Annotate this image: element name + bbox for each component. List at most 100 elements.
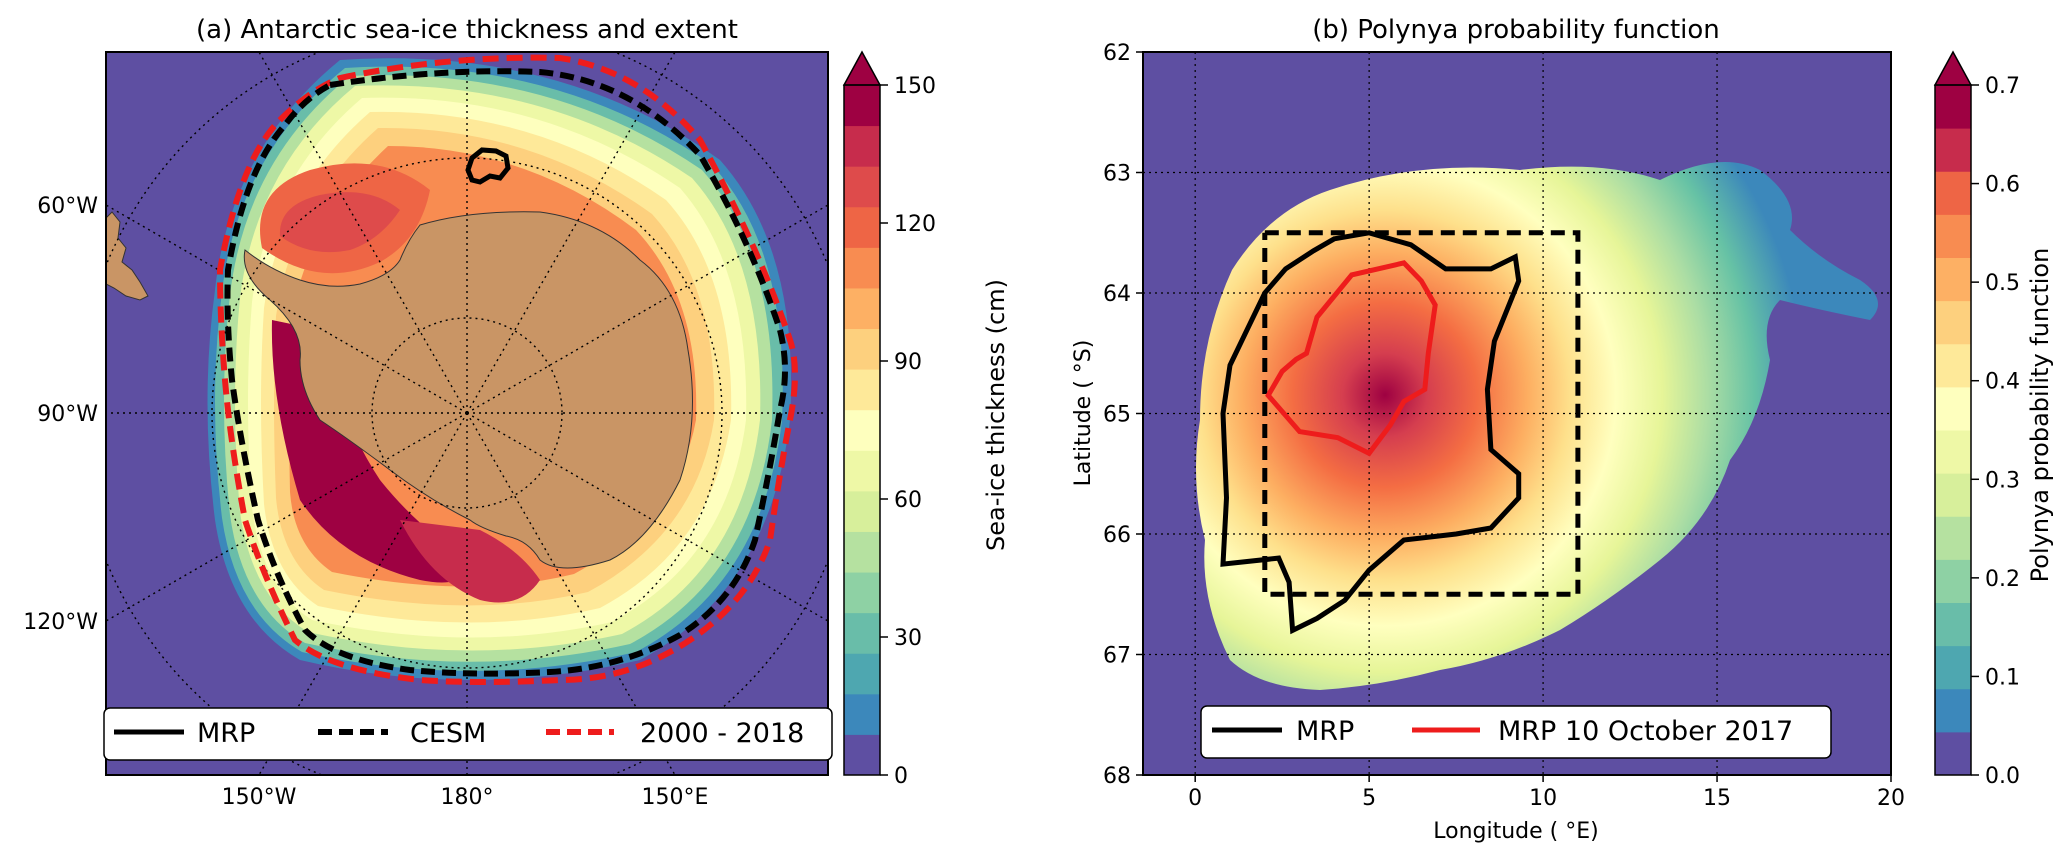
colorbar-b-bin — [1935, 473, 1971, 517]
south-america-land — [106, 211, 149, 301]
colorbar-a-bin — [844, 287, 880, 330]
colorbar-a-bin — [844, 247, 880, 289]
colorbar-a-bin — [844, 125, 880, 167]
lon-label-90w: 90°W — [37, 402, 98, 427]
colorbar-a-bin — [844, 409, 880, 451]
series-mrp-10-october-2017 — [1265, 260, 1438, 457]
x-tick-label: 20 — [1877, 786, 1905, 811]
colorbar-b-extend — [1933, 50, 1973, 86]
colorbar-b-bin — [1935, 128, 1971, 172]
colorbar-b-bin — [1935, 731, 1971, 776]
panel-b-title: (b) Polynya probability function — [1312, 15, 1720, 45]
colorbar-a-tick-label: 90 — [894, 350, 922, 375]
colorbar-a-bin — [844, 328, 880, 370]
colorbar-a-label: Sea-ice thickness (cm) — [982, 279, 1010, 551]
panel-a: (a) Antarctic sea-ice thickness and exte… — [23, 15, 1010, 810]
weddell-thickest-ice — [279, 192, 400, 253]
colorbar-a: 0 30 60 90 120 150 Sea-ice thickness (cm) — [842, 50, 1010, 789]
colorbar-b-tick-label: 0.2 — [1985, 567, 2020, 592]
antarctica-land — [243, 211, 693, 569]
lon-label-150e: 150°E — [642, 785, 709, 810]
y-tick-label: 62 — [1103, 41, 1131, 66]
colorbar-b-bin — [1935, 85, 1971, 129]
colorbar-b-bin — [1935, 300, 1971, 345]
extent-mrp-polynya — [465, 147, 511, 185]
colorbar-a-ticks: 0 30 60 90 120 150 — [880, 74, 936, 789]
y-tick-label: 67 — [1103, 644, 1131, 669]
colorbar-b-bin — [1935, 386, 1971, 431]
colorbar-a-bin — [844, 490, 880, 532]
legend-b-mrp-10-oct: MRP 10 October 2017 — [1498, 716, 1793, 747]
colorbar-b-ticks: 0.0 0.1 0.2 0.3 0.4 0.5 0.6 0.7 — [1971, 74, 2020, 789]
map-a — [106, 52, 828, 775]
colorbar-b-bin — [1935, 602, 1971, 647]
colorbar-a-bin — [844, 612, 880, 654]
colorbar-a-tick-label: 120 — [894, 212, 936, 237]
colorbar-a-tick-label: 150 — [894, 74, 936, 99]
extent-2000-2018 — [216, 54, 798, 685]
axis-ticks-b: 0 5 10 15 20 62 63 64 65 66 67 68 — [1103, 41, 1905, 811]
legend-a-cesm: CESM — [410, 718, 486, 749]
colorbar-a-bin — [844, 653, 880, 695]
series-mrp — [1220, 230, 1522, 635]
colorbar-b-tick-label: 0.3 — [1985, 468, 2020, 493]
y-tick-label: 66 — [1103, 523, 1131, 548]
probability-field — [1196, 162, 1878, 690]
lon-label-60w: 60°W — [37, 194, 98, 219]
colorbar-b-bin — [1935, 171, 1971, 215]
colorbar-a-tick-label: 60 — [894, 488, 922, 513]
colorbar-b-bin — [1935, 214, 1971, 258]
colorbar-b-bin — [1935, 343, 1971, 388]
x-axis-label-b: Longitude ( °E) — [1433, 819, 1598, 844]
x-tick-label: 0 — [1188, 786, 1202, 811]
colorbar-b-tick-label: 0.7 — [1985, 74, 2020, 99]
colorbar-b-bin — [1935, 559, 1971, 603]
colorbar-b-bin — [1935, 516, 1971, 560]
colorbar-a-bin — [844, 450, 880, 492]
panel-a-title: (a) Antarctic sea-ice thickness and exte… — [196, 15, 738, 45]
legend-b-mrp: MRP — [1296, 716, 1354, 747]
legend-a: MRP CESM 2000 - 2018 — [103, 707, 833, 761]
y-axis-label-b: Latitude ( °S) — [1071, 340, 1096, 487]
x-tick-label: 5 — [1362, 786, 1376, 811]
colorbar-b-bins — [1935, 85, 1971, 776]
y-tick-label: 63 — [1103, 162, 1131, 187]
colorbar-a-extend — [842, 50, 882, 86]
colorbar-b-tick-label: 0.5 — [1985, 271, 2020, 296]
plot-b — [1143, 52, 1891, 775]
colorbar-a-bin — [844, 531, 880, 573]
colorbar-b-tick-label: 0.0 — [1985, 764, 2020, 789]
colorbar-b-label: Polynya probability function — [2026, 248, 2054, 583]
colorbar-a-bin — [844, 166, 880, 208]
colorbar-a-bin — [844, 206, 880, 248]
legend-a-2000-2018: 2000 - 2018 — [640, 718, 804, 749]
lon-label-180: 180° — [441, 785, 494, 810]
x-tick-label: 15 — [1703, 786, 1731, 811]
colorbar-a-bins — [844, 85, 880, 776]
colorbar-a-tick-label: 0 — [894, 764, 908, 789]
y-tick-label: 65 — [1103, 403, 1131, 428]
y-tick-label: 64 — [1103, 282, 1131, 307]
legend-a-mrp: MRP — [197, 718, 255, 749]
colorbar-b-bin — [1935, 430, 1971, 474]
x-tick-label: 10 — [1529, 786, 1557, 811]
map-a-frame — [105, 51, 829, 776]
series-box — [1262, 230, 1581, 597]
panel-b: (b) Polynya probability function 0 5 10 15 2… — [1071, 15, 2054, 844]
extent-cesm — [224, 68, 788, 677]
colorbar-a-bin — [844, 734, 880, 776]
colorbar-a-bin — [844, 572, 880, 614]
colorbar-b-bin — [1935, 688, 1971, 733]
colorbar-b-tick-label: 0.1 — [1985, 665, 2020, 690]
grid-b — [1143, 52, 1891, 775]
legend-b: MRP MRP 10 October 2017 — [1200, 705, 1832, 759]
colorbar-b-bin — [1935, 257, 1971, 302]
ross-thick-ice — [400, 520, 540, 603]
colorbar-b-bin — [1935, 645, 1971, 690]
colorbar-b-tick-label: 0.4 — [1985, 370, 2020, 395]
colorbar-a-tick-label: 30 — [894, 626, 922, 651]
colorbar-a-bin — [844, 693, 880, 735]
lon-label-120w: 120°W — [23, 610, 98, 635]
lon-label-150w: 150°W — [222, 785, 297, 810]
